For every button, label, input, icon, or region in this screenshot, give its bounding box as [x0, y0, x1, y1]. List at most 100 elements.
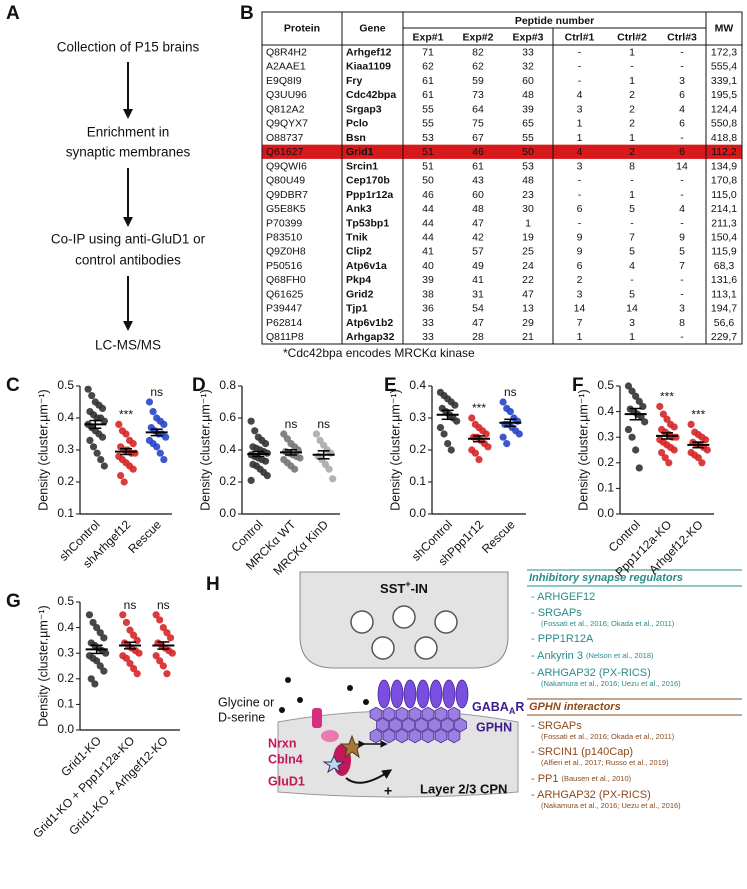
table-cell: -: [680, 288, 684, 300]
ligand-dots: [279, 677, 369, 713]
table-cell: 55: [422, 118, 434, 130]
table-cell: Tnik: [346, 231, 368, 243]
table-cell: 41: [422, 246, 434, 258]
label-part: -IN: [411, 581, 428, 596]
y-tick-label: 0.3: [409, 410, 426, 424]
error-bar: [441, 409, 454, 421]
y-tick-label: 0.4: [597, 404, 614, 418]
data-point: [129, 440, 137, 448]
footnote: *Cdc42bpa encodes MRCKα kinase: [283, 346, 475, 360]
error-bar: [285, 449, 297, 456]
table-cell: -: [578, 75, 582, 87]
column-header: Gene: [359, 22, 385, 34]
receptor-label: GABAAR: [472, 700, 524, 716]
data-point: [447, 446, 455, 454]
table-cell: 3: [577, 288, 583, 300]
data-point: [703, 446, 711, 454]
flow-step: synaptic membranes: [66, 145, 191, 160]
legend-item: - SRCIN1 (p140Cap): [531, 746, 633, 758]
table-cell: 8: [679, 317, 685, 329]
data-point: [325, 465, 333, 473]
column-header: Ctrl#3: [667, 31, 697, 43]
gphn-lattice: [369, 706, 467, 744]
data-point: [126, 626, 134, 634]
table-cell: Arhgap32: [346, 331, 395, 343]
glud1-label: GluD1: [268, 774, 305, 788]
table-cell: 60: [472, 189, 484, 201]
table-cell: 1: [577, 331, 583, 343]
table-cell: 42: [472, 231, 484, 243]
panel-label: G: [6, 591, 21, 612]
table-cell: 48: [522, 89, 534, 101]
data-point: [96, 629, 104, 637]
table-cell: Q61625: [266, 288, 304, 300]
table-border: [261, 11, 743, 345]
table-cell: 211,3: [711, 217, 737, 229]
table-cell: Kiaa1109: [346, 61, 391, 73]
table-cell: 39: [422, 274, 434, 286]
y-tick-label: 0.2: [57, 474, 74, 488]
significance: ns: [150, 385, 163, 399]
table-cell: 14: [626, 303, 638, 315]
data-point: [88, 392, 96, 400]
panel-label: F: [572, 375, 584, 396]
hexagon: [389, 717, 402, 733]
table-cell: 61: [472, 160, 484, 172]
table-cell: Q8R4H2: [266, 46, 307, 58]
legend-item-name: - PP1: [531, 773, 559, 785]
table-cell: 115,0: [711, 189, 737, 201]
significance: ns: [157, 598, 170, 612]
error-bar: [504, 418, 517, 428]
table-cell: Ank3: [346, 203, 372, 215]
table-cell: A2AAE1: [266, 61, 306, 73]
legend-ref: (Nelson et al., 2018): [586, 651, 654, 660]
data-point: [687, 420, 695, 428]
y-tick-label: 0.5: [597, 378, 614, 392]
data-point: [665, 459, 673, 467]
table-cell: -: [578, 217, 582, 229]
table-cell: Q9QWI6: [266, 160, 307, 172]
data-point: [661, 454, 669, 462]
hexagon: [382, 706, 396, 722]
table-cell: Cep170b: [346, 175, 390, 187]
table-cell: Tp53bp1: [346, 217, 389, 229]
y-tick-label: 0.3: [57, 442, 74, 456]
data-point: [93, 624, 101, 632]
data-point: [117, 472, 125, 480]
y-tick-label: 0.5: [57, 378, 74, 392]
table-cell: 550,8: [711, 118, 737, 130]
y-tick-label: 0.0: [219, 506, 236, 520]
table-cell: 49: [472, 260, 484, 272]
table-cell: 47: [522, 288, 534, 300]
data-point: [471, 449, 479, 457]
column-header: MW: [715, 22, 734, 34]
hexagon: [376, 717, 389, 733]
table-cell: 7: [577, 317, 583, 329]
table-cell: 5: [629, 203, 635, 215]
column-header: Protein: [284, 22, 320, 34]
table-cell: 51: [422, 146, 434, 158]
label-part: A: [509, 706, 516, 716]
table-cell: 131,6: [711, 274, 737, 286]
data-point: [641, 418, 649, 426]
flow-step: Collection of P15 brains: [57, 40, 200, 55]
data-point: [156, 616, 164, 624]
data-point: [453, 417, 461, 425]
nrxn-shape: [312, 708, 322, 728]
y-tick-label: 0.1: [57, 506, 74, 520]
significance: ***: [691, 408, 705, 422]
table-cell: 57: [472, 246, 484, 258]
table-cell: 33: [422, 317, 434, 329]
table-cell: 65: [522, 118, 534, 130]
hexagon: [369, 706, 383, 722]
data-point: [100, 462, 108, 470]
data-point: [624, 425, 633, 434]
label-part: SST: [380, 581, 405, 596]
table-cell: P83510: [266, 231, 302, 243]
error-bar: [150, 428, 163, 437]
table-cell: 22: [522, 274, 534, 286]
data-point: [156, 449, 164, 457]
data-point: [468, 414, 476, 422]
table-cell: -: [578, 189, 582, 201]
data-point: [628, 433, 636, 441]
